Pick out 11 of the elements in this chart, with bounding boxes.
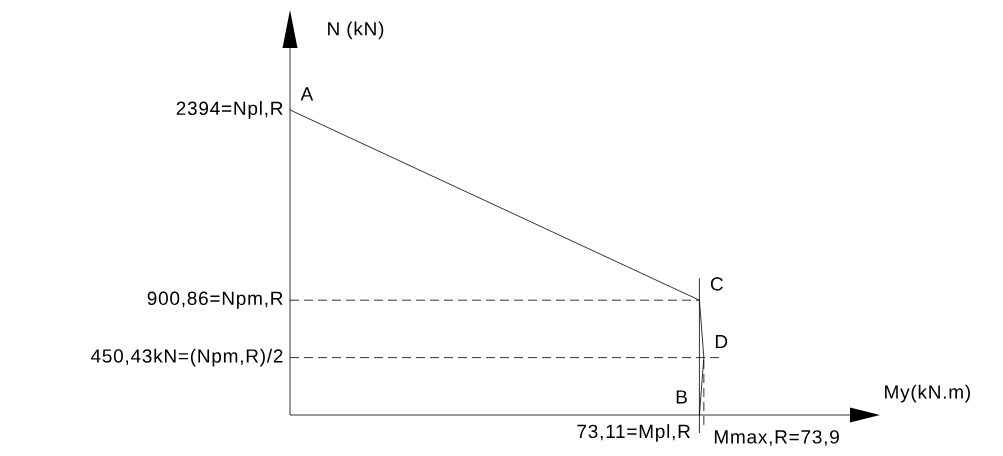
annotation: D xyxy=(715,335,728,349)
y-axis-title: N (kN) xyxy=(328,21,384,40)
ref-line-label: 73,11=Mpl,R xyxy=(577,424,690,442)
annotation: C xyxy=(710,277,723,291)
annotation: A xyxy=(300,87,314,101)
y-tick-label: 450,43kN=(Npm,R)/2 xyxy=(90,348,283,367)
y-tick-label: 2394=Npl,R xyxy=(176,101,283,119)
annotation: B xyxy=(676,390,687,404)
ref-line-label: Mmax,R=73,9 xyxy=(714,430,839,446)
y-tick-label: 900,86=Npm,R xyxy=(147,291,283,309)
x-axis-title: My(kN.m) xyxy=(885,384,970,403)
